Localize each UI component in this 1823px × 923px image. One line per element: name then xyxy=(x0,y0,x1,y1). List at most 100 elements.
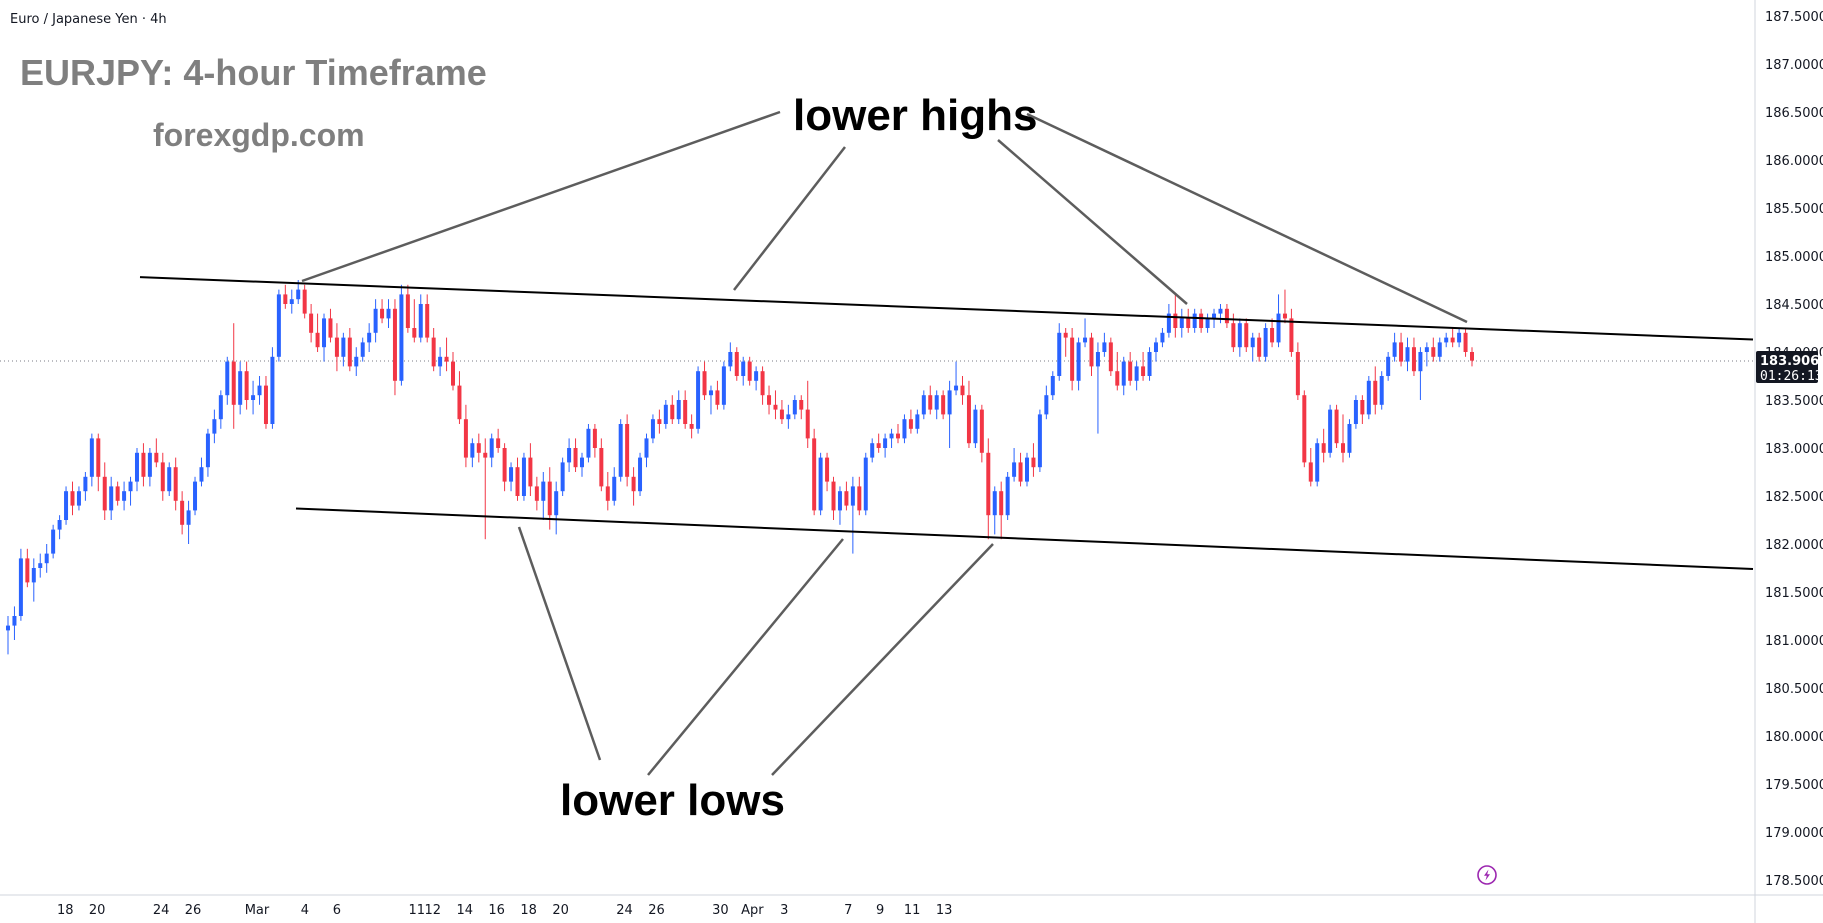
candle xyxy=(270,347,275,429)
candle-body xyxy=(825,457,830,482)
candle xyxy=(638,452,643,496)
candle-body xyxy=(44,553,49,564)
candle-body xyxy=(979,409,984,453)
price-tick-label: 180.0000 xyxy=(1765,730,1823,745)
candle xyxy=(734,347,739,381)
candle-body xyxy=(444,356,449,362)
candle xyxy=(1115,352,1120,391)
candle xyxy=(1347,419,1352,458)
candle xyxy=(1399,332,1404,367)
candle-body xyxy=(844,491,849,506)
candle xyxy=(1160,328,1165,348)
candle-body xyxy=(1102,342,1107,352)
candle xyxy=(973,404,978,448)
candle-body xyxy=(1212,313,1217,319)
time-tick-label: 11 xyxy=(409,903,426,918)
price-tick-label: 183.5000 xyxy=(1765,394,1823,409)
candle-body xyxy=(1083,337,1088,343)
candle-body xyxy=(986,452,991,516)
candle xyxy=(412,299,417,343)
time-tick-label: 24 xyxy=(153,903,170,918)
candle-body xyxy=(373,308,378,333)
candle-body xyxy=(857,486,862,511)
candle-body xyxy=(650,419,655,439)
candle xyxy=(1018,452,1023,487)
candle-body xyxy=(663,404,668,424)
candle xyxy=(1108,337,1113,376)
trendline-resistance[interactable] xyxy=(139,276,1754,341)
candle xyxy=(483,438,488,540)
candle xyxy=(322,313,327,362)
candle-body xyxy=(638,457,643,492)
candle-body xyxy=(883,438,888,448)
candle xyxy=(896,424,901,444)
candle xyxy=(109,476,114,520)
candle-body xyxy=(212,419,217,434)
candle-body xyxy=(128,481,133,492)
lightning-icon[interactable] xyxy=(1477,865,1497,885)
time-axis[interactable]: 18 20 24 26 Mar 4 6 11 12 14 16 18 20 24 26 30 Apr 3 7 9 11 1… xyxy=(57,903,952,918)
candle xyxy=(276,289,281,362)
candle xyxy=(180,491,185,535)
candle-body xyxy=(573,448,578,468)
price-tick-label: 182.5000 xyxy=(1765,490,1823,505)
candle xyxy=(521,452,526,501)
candle xyxy=(18,548,23,621)
pointer-high-4 xyxy=(1026,112,1468,324)
candle-body xyxy=(954,385,959,391)
candle-body xyxy=(773,404,778,410)
candle xyxy=(1166,304,1171,338)
time-tick-label: 26 xyxy=(185,903,202,918)
candle xyxy=(657,409,662,434)
candle xyxy=(683,390,688,429)
candle-body xyxy=(51,529,56,554)
candle xyxy=(1070,328,1075,391)
candle xyxy=(1341,414,1346,463)
last-price-badge-bg xyxy=(1756,351,1818,384)
candle-body xyxy=(721,366,726,405)
candle-body xyxy=(1405,347,1410,362)
time-tick-label: 30 xyxy=(712,903,729,918)
symbol-header[interactable]: Euro / Japanese Yen · 4h xyxy=(10,12,167,27)
candle xyxy=(515,457,520,501)
candle xyxy=(999,481,1004,540)
candle xyxy=(457,371,462,424)
candle xyxy=(1250,332,1255,362)
candle xyxy=(1012,448,1017,482)
candle xyxy=(1450,328,1455,348)
candle xyxy=(1244,318,1249,352)
candle-body xyxy=(605,486,610,501)
price-tick-label: 179.0000 xyxy=(1765,826,1823,841)
candle-body xyxy=(599,448,604,487)
candle xyxy=(1463,328,1468,357)
candle-body xyxy=(276,294,281,357)
candle xyxy=(560,457,565,496)
candle-body xyxy=(1070,337,1075,381)
candle xyxy=(205,428,210,477)
candle-body xyxy=(1457,332,1462,343)
trendline-support[interactable] xyxy=(295,507,1754,570)
candle xyxy=(928,385,933,415)
trendlines[interactable] xyxy=(139,276,1754,570)
candle-body xyxy=(134,452,139,482)
candle xyxy=(386,299,391,328)
candle xyxy=(728,342,733,372)
candle-body xyxy=(309,313,314,333)
candle xyxy=(618,419,623,482)
candle-body xyxy=(392,308,397,381)
candle-body xyxy=(225,361,230,396)
candle xyxy=(1063,328,1068,357)
candle-body xyxy=(399,294,404,381)
candle xyxy=(57,515,62,540)
candle xyxy=(341,332,346,367)
candle-body xyxy=(380,308,385,319)
candle xyxy=(244,361,249,410)
candle-body xyxy=(167,467,172,492)
candle-body xyxy=(1431,347,1436,357)
candle xyxy=(760,366,765,405)
candle xyxy=(438,347,443,376)
pointer-low-3 xyxy=(771,543,994,776)
price-axis[interactable]: 187.5000 187.0000 186.5000 186.0000 185.5000… xyxy=(1765,10,1823,889)
candle xyxy=(979,404,984,463)
